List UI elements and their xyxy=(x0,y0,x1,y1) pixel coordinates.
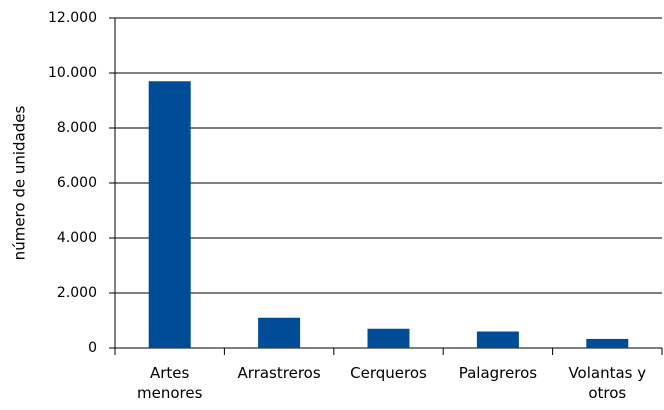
x-tick-label: Arrastreros xyxy=(237,364,321,382)
bar xyxy=(476,331,519,348)
x-tick-label: Cerqueros xyxy=(350,364,427,382)
y-axis-label: número de unidades xyxy=(11,106,29,261)
y-tick-label: 2.000 xyxy=(57,285,97,301)
y-tick-label: 6.000 xyxy=(57,175,97,191)
y-tick-label: 4.000 xyxy=(57,230,97,246)
y-tick-label: 10.000 xyxy=(48,65,97,81)
bar xyxy=(148,81,191,348)
x-tick-label: Artes menores xyxy=(136,364,203,402)
x-tick-label: Volantas y otros xyxy=(568,364,647,402)
y-tick-label: 0 xyxy=(88,340,97,356)
y-tick-label: 12.000 xyxy=(48,10,97,26)
bar xyxy=(258,317,301,348)
bar xyxy=(586,338,629,348)
y-tick-label: 8.000 xyxy=(57,120,97,136)
x-tick-label: Palagreros xyxy=(458,364,538,382)
bar xyxy=(367,328,410,348)
